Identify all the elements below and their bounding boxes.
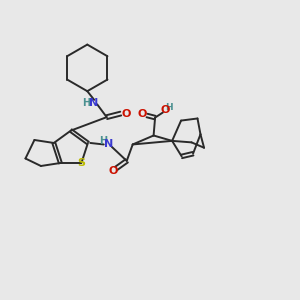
Text: N: N <box>89 98 98 108</box>
Text: O: O <box>109 166 118 176</box>
Text: H: H <box>82 98 91 108</box>
Text: H: H <box>165 103 172 112</box>
Text: O: O <box>138 109 147 119</box>
Text: O: O <box>122 109 131 118</box>
Text: N: N <box>104 140 113 149</box>
Text: O: O <box>160 105 170 115</box>
Text: S: S <box>77 158 86 168</box>
Text: H: H <box>99 136 107 146</box>
